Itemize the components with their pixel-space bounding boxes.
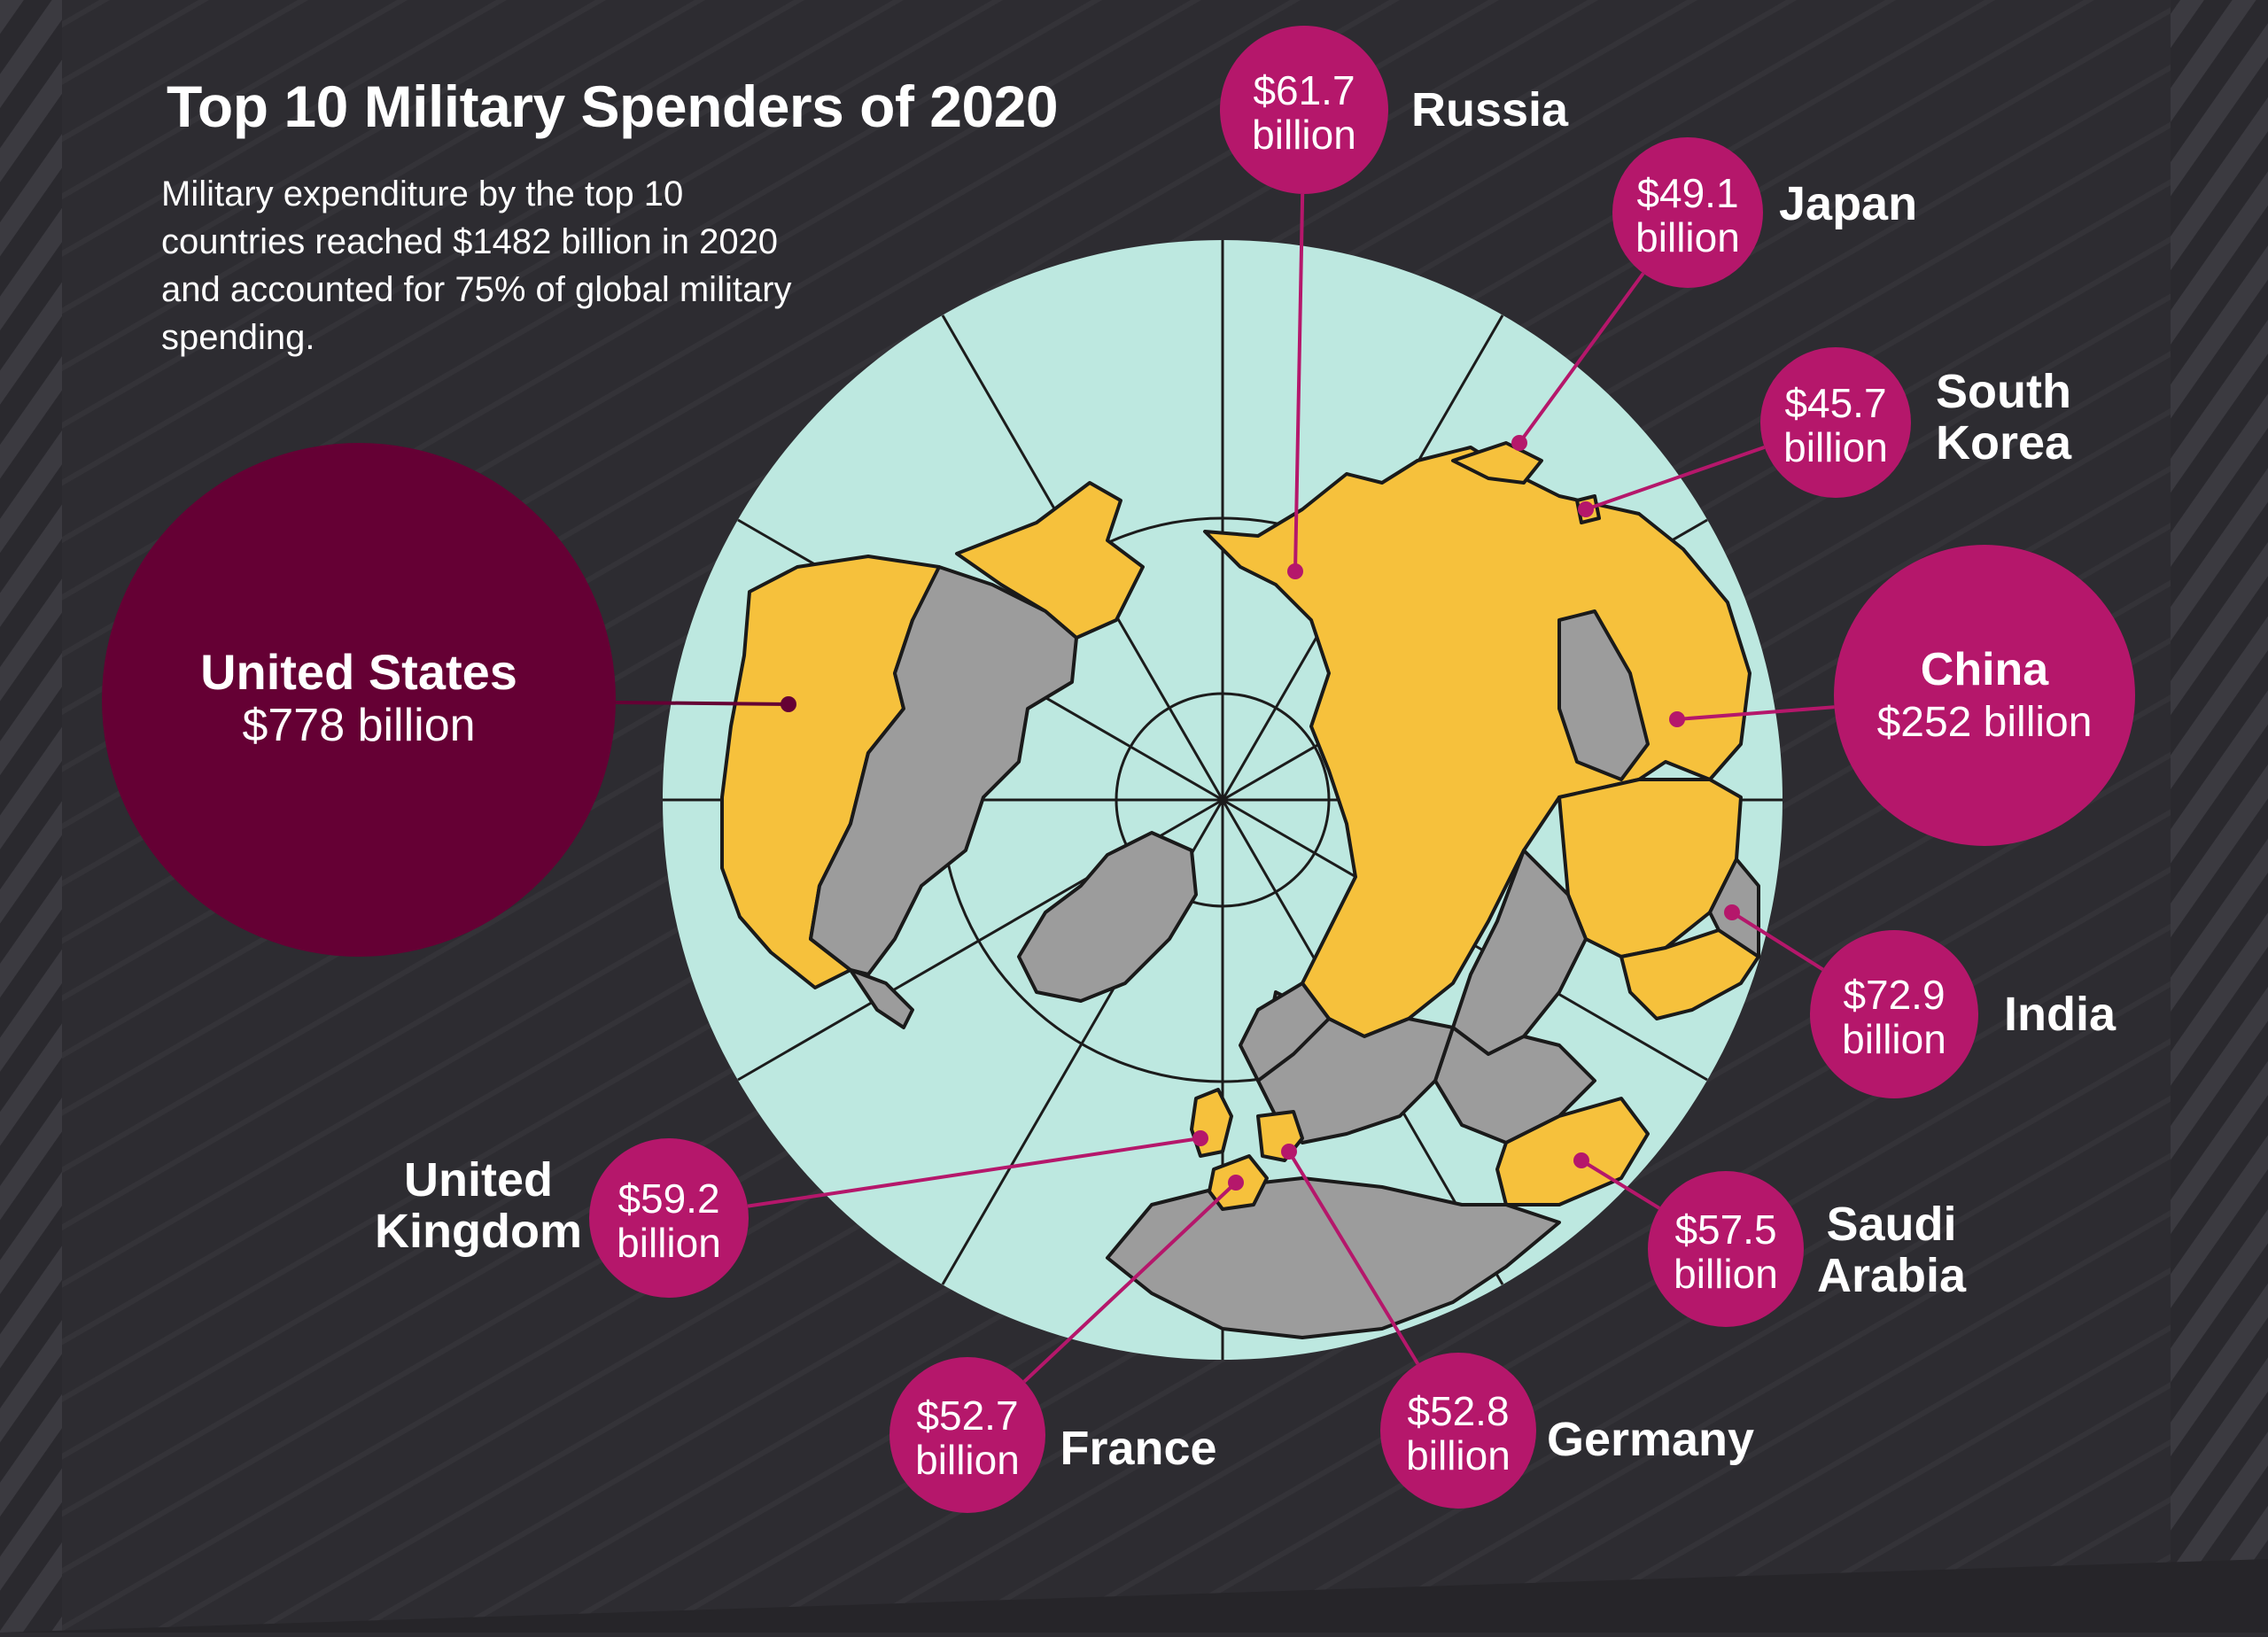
bubble-india [1810, 930, 1978, 1098]
bubble-unit-united-kingdom: billion [617, 1220, 721, 1266]
bubble-amount-united-kingdom: $59.2 [617, 1175, 719, 1222]
bubble-unit-saudi-arabia: billion [1674, 1251, 1778, 1297]
bubble-name-china: China [1921, 644, 2050, 695]
connector-south-korea [1585, 446, 1766, 511]
dot-china [1669, 711, 1685, 727]
left-edge-stripes [0, 0, 62, 1633]
connector-japan [1518, 272, 1645, 445]
country-label-russia: Russia [1411, 83, 1569, 136]
country-label-saudi-arabia-line2: Arabia [1817, 1249, 1967, 1302]
bubble-amount-russia: $61.7 [1253, 67, 1355, 113]
connector-russia [1293, 193, 1305, 572]
bubble-unit-india: billion [1842, 1016, 1946, 1062]
landmasses [720, 441, 1760, 1339]
bubble-russia [1220, 26, 1388, 194]
land-middle-east [1433, 1026, 1596, 1144]
country-label-united-kingdom-line2: Kingdom [375, 1205, 582, 1258]
land-india [1619, 928, 1760, 1020]
bubble-china [1834, 545, 2135, 846]
dot-south-korea [1578, 501, 1594, 517]
connector-united-kingdom [747, 1137, 1201, 1208]
land-canada [809, 565, 1078, 976]
bubble-united-kingdom [589, 1138, 749, 1298]
bubble-unit-france: billion [915, 1437, 1020, 1483]
country-label-saudi-arabia-line1: Saudi [1826, 1198, 1956, 1251]
bubble-name-united-states: United States [200, 644, 517, 700]
dot-japan [1511, 435, 1527, 451]
land-scandinavia [1239, 981, 1331, 1082]
country-label-japan: Japan [1779, 177, 1917, 230]
bubble-amount-saudi-arabia: $57.5 [1674, 1206, 1776, 1253]
bubble-unit-south-korea: billion [1783, 424, 1888, 470]
country-label-germany: Germany [1547, 1413, 1754, 1466]
land-greenland [1017, 831, 1198, 1003]
bubble-unit-japan: billion [1635, 214, 1740, 260]
dot-india [1724, 904, 1740, 920]
connector-france [1022, 1181, 1238, 1384]
dot-saudi-arabia [1573, 1152, 1589, 1168]
value-bubbles: United States$778 billion China$252 billi… [102, 26, 2135, 1513]
bubble-amount-japan: $49.1 [1636, 170, 1738, 216]
bottom-band [0, 1559, 2268, 1633]
dot-france [1228, 1175, 1244, 1191]
bubble-saudi-arabia [1648, 1171, 1804, 1327]
connector-germany [1287, 1150, 1420, 1365]
dot-russia [1287, 563, 1303, 579]
bubble-amount-south-korea: $45.7 [1784, 380, 1886, 426]
country-label-france: France [1060, 1422, 1216, 1475]
bubble-france [889, 1357, 1045, 1513]
right-edge-stripes [2171, 0, 2268, 1633]
bubble-amount-germany: $52.8 [1407, 1388, 1509, 1434]
bubble-unit-germany: billion [1406, 1432, 1511, 1478]
country-label-south-korea-line2: Korea [1936, 416, 2072, 469]
bubble-value-united-states: $778 billion [242, 700, 475, 751]
dot-germany [1281, 1144, 1297, 1160]
bubble-united-states [102, 443, 616, 957]
connector-lines [615, 193, 1835, 1384]
land-central-america [849, 968, 914, 1029]
bubble-amount-india: $72.9 [1843, 972, 1945, 1018]
bubble-germany [1380, 1353, 1536, 1509]
connector-india [1730, 911, 1824, 972]
country-label-united-kingdom-line1: United [404, 1153, 553, 1206]
bubble-value-china: $252 billion [1877, 699, 2093, 746]
dot-united-states [781, 696, 796, 712]
land-japan [1451, 441, 1543, 485]
connector-united-states [615, 700, 789, 706]
page-subtitle: Military expenditure by the top 10 count… [161, 175, 792, 357]
connector-china [1676, 705, 1835, 721]
country-label-india: India [2004, 988, 2117, 1041]
land-mongolia [1557, 609, 1650, 781]
page-title: Top 10 Military Spenders of 2020 [167, 74, 1059, 139]
country-label-south-korea-line1: South [1936, 365, 2071, 418]
bubble-south-korea [1760, 347, 1911, 498]
land-africa [1106, 1176, 1561, 1339]
bubble-unit-russia: billion [1252, 112, 1356, 158]
connector-saudi-arabia [1580, 1159, 1661, 1210]
country-dots [781, 435, 1740, 1191]
bubble-amount-france: $52.7 [916, 1393, 1018, 1439]
dot-united-kingdom [1192, 1130, 1208, 1146]
bubble-japan [1612, 137, 1763, 288]
